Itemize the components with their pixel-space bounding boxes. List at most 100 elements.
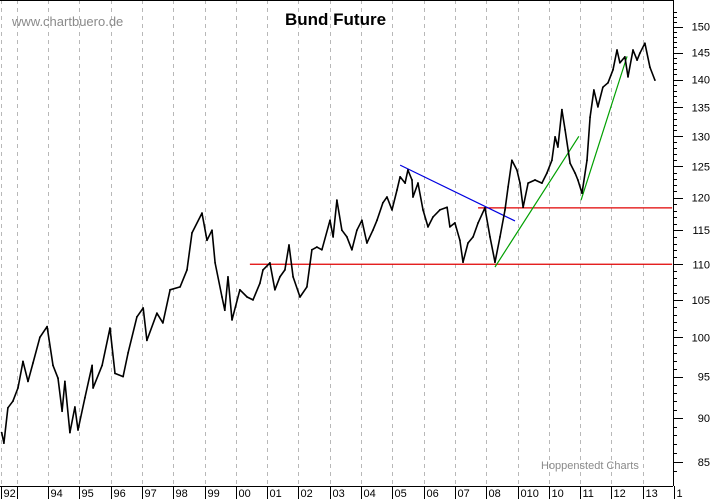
data-point: [74, 406, 76, 408]
data-point: [127, 351, 130, 354]
data-point: [399, 175, 402, 178]
data-point: [288, 244, 290, 246]
data-point: [17, 387, 19, 389]
data-point: [315, 246, 318, 248]
data-point: [396, 189, 398, 191]
data-point: [305, 285, 308, 288]
x-tick-label: 94: [51, 488, 63, 499]
data-point: [462, 261, 464, 264]
data-point: [246, 296, 248, 298]
data-point: [12, 400, 14, 403]
data-point: [404, 182, 407, 184]
data-point: [551, 159, 553, 162]
data-point: [569, 162, 571, 165]
data-point: [546, 172, 548, 175]
y-tick-label: 150: [692, 22, 710, 34]
data-point: [122, 375, 125, 378]
data-point: [64, 380, 66, 383]
data-point: [643, 42, 646, 45]
x-tick-label: 92: [4, 488, 16, 499]
data-point: [592, 89, 595, 91]
data-point: [292, 276, 294, 278]
data-point: [411, 179, 413, 181]
y-tick-label: 145: [692, 48, 710, 60]
data-point: [627, 75, 629, 78]
data-point: [616, 49, 618, 51]
data-point: [279, 276, 281, 278]
data-point: [156, 312, 158, 315]
y-tick-label: 95: [698, 372, 710, 384]
data-point: [186, 268, 188, 271]
data-point: [467, 242, 469, 244]
data-point: [618, 61, 621, 64]
data-point: [206, 239, 208, 242]
data-point: [507, 185, 510, 188]
data-point: [422, 208, 424, 211]
data-point: [407, 169, 409, 171]
data-point: [214, 261, 217, 264]
data-point: [648, 66, 651, 68]
data-point: [371, 229, 374, 232]
data-point: [142, 307, 145, 309]
data-point: [91, 364, 94, 367]
data-point: [382, 201, 384, 204]
data-point: [366, 242, 368, 244]
data-point: [146, 339, 148, 342]
data-point: [262, 268, 264, 271]
data-point: [57, 377, 59, 380]
x-tick-label: 04: [364, 488, 376, 499]
data-point: [494, 261, 496, 264]
data-point: [211, 229, 213, 232]
y-tick-label: 110: [692, 259, 710, 271]
y-tick-label: 115: [692, 225, 710, 237]
y-tick-label: 105: [692, 295, 710, 307]
data-point: [84, 396, 86, 399]
data-point: [201, 212, 203, 215]
data-point: [607, 81, 609, 84]
data-point: [446, 206, 448, 209]
x-tick-label: 11: [583, 488, 594, 499]
data-point: [417, 182, 419, 184]
data-point: [27, 380, 29, 383]
data-point: [504, 208, 506, 211]
x-tick-label: 10: [552, 488, 564, 499]
data-point: [161, 321, 164, 324]
data-point: [432, 216, 434, 218]
y-tick-label: 85: [698, 457, 710, 469]
data-point: [577, 179, 579, 181]
data-point: [52, 364, 54, 367]
x-tick-label: 12: [614, 488, 626, 499]
data-point: [223, 309, 226, 312]
data-point: [69, 431, 71, 434]
y-tick-label: 120: [692, 193, 710, 205]
data-point: [2, 442, 5, 444]
data-point: [632, 49, 634, 51]
x-tick-label: 02: [301, 488, 313, 499]
data-point: [135, 315, 138, 318]
data-point: [376, 219, 378, 222]
x-tick-label: 01: [270, 488, 282, 499]
data-point: [231, 318, 233, 321]
price-line: [0, 42, 656, 444]
x-tick-label: 98: [176, 488, 188, 499]
data-point: [602, 86, 604, 89]
x-tick-label: 99: [208, 488, 220, 499]
data-point: [114, 372, 116, 375]
trendline-uptrend-1: [494, 135, 580, 268]
y-tick-label: 100: [692, 332, 710, 344]
data-point: [636, 59, 638, 62]
x-tick-label: 95: [82, 488, 94, 499]
data-point: [581, 192, 583, 195]
data-point: [427, 226, 429, 228]
data-point: [77, 429, 79, 431]
data-point: [527, 182, 530, 184]
data-point: [341, 229, 343, 232]
data-point: [332, 236, 335, 238]
data-point: [484, 207, 486, 209]
x-tick-label: 00: [239, 488, 251, 499]
data-point: [499, 236, 501, 238]
data-point: [356, 229, 358, 232]
data-point: [597, 105, 599, 108]
